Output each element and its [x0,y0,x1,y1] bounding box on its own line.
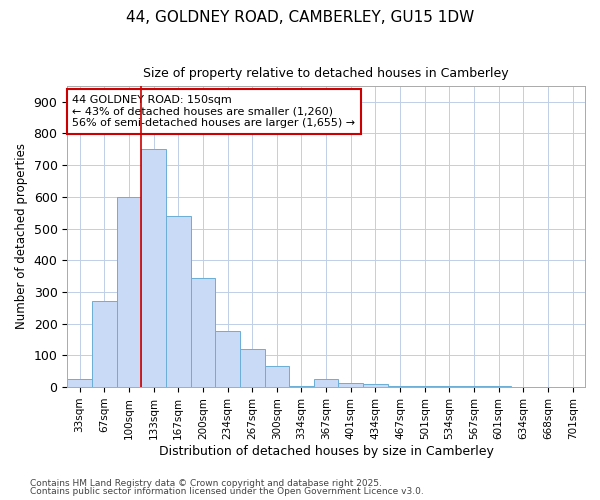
Bar [265,366,289,387]
Text: 44, GOLDNEY ROAD, CAMBERLEY, GU15 1DW: 44, GOLDNEY ROAD, CAMBERLEY, GU15 1DW [126,10,474,25]
Bar [388,386,412,387]
Bar [240,349,265,387]
Bar [166,216,191,387]
Bar [141,150,166,387]
Bar [92,302,116,387]
Text: Contains public sector information licensed under the Open Government Licence v3: Contains public sector information licen… [30,487,424,496]
Bar [338,383,363,387]
Bar [215,330,240,387]
Bar [412,386,437,387]
Bar [437,386,462,387]
Text: Contains HM Land Registry data © Crown copyright and database right 2025.: Contains HM Land Registry data © Crown c… [30,478,382,488]
Bar [487,386,511,387]
Bar [363,384,388,387]
Text: 44 GOLDNEY ROAD: 150sqm
← 43% of detached houses are smaller (1,260)
56% of semi: 44 GOLDNEY ROAD: 150sqm ← 43% of detache… [73,95,356,128]
Y-axis label: Number of detached properties: Number of detached properties [15,144,28,330]
Bar [314,379,338,387]
Bar [289,386,314,387]
Bar [191,278,215,387]
Bar [462,386,487,387]
Title: Size of property relative to detached houses in Camberley: Size of property relative to detached ho… [143,68,509,80]
Bar [116,197,141,387]
Bar [67,379,92,387]
X-axis label: Distribution of detached houses by size in Camberley: Distribution of detached houses by size … [159,444,494,458]
